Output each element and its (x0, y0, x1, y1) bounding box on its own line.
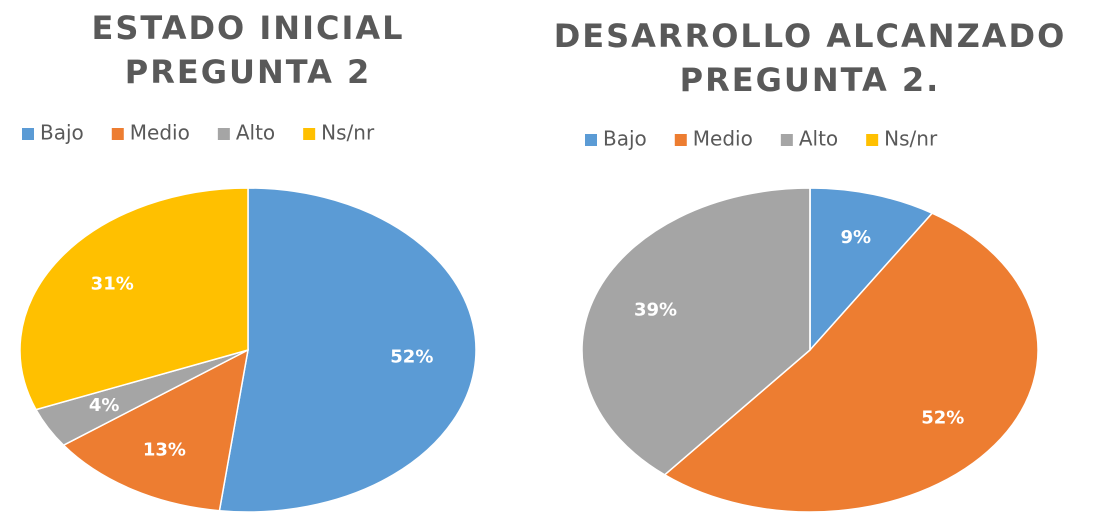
chart-title: PREGUNTA 2 (125, 53, 372, 91)
legend-label: Bajo (40, 121, 84, 145)
pie-slice (218, 187, 477, 513)
data-label: 39% (634, 299, 677, 320)
legend-label: Bajo (603, 127, 647, 151)
pie-slice (809, 187, 934, 352)
legend-swatch (303, 128, 316, 140)
pie-slice (581, 187, 811, 476)
legend-label: Alto (236, 121, 275, 145)
legend-label: Ns/nr (321, 121, 375, 145)
legend-swatch (22, 128, 34, 140)
legend-swatch (585, 134, 597, 146)
legend-swatch (217, 128, 230, 140)
pie-slice (19, 187, 249, 411)
pie-slice (663, 212, 1039, 513)
pie-slice (62, 348, 250, 512)
data-label: 4% (89, 395, 120, 416)
legend-swatch (780, 134, 793, 146)
legend-label: Medio (693, 127, 753, 151)
chart-title: PREGUNTA 2. (680, 61, 941, 99)
legend-swatch (674, 134, 687, 146)
legend-swatch (866, 134, 879, 146)
chart-title: DESARROLLO ALCANZADO (554, 17, 1067, 55)
chart-title: ESTADO INICIAL (91, 9, 404, 47)
legend-label: Medio (130, 121, 190, 145)
legend-label: Alto (799, 127, 838, 151)
data-label: 52% (921, 408, 964, 429)
data-label: 31% (91, 273, 134, 294)
data-label: 13% (143, 439, 186, 460)
data-label: 9% (841, 227, 872, 248)
legend-label: Ns/nr (884, 127, 938, 151)
data-label: 52% (390, 346, 433, 367)
legend-swatch (111, 128, 124, 140)
